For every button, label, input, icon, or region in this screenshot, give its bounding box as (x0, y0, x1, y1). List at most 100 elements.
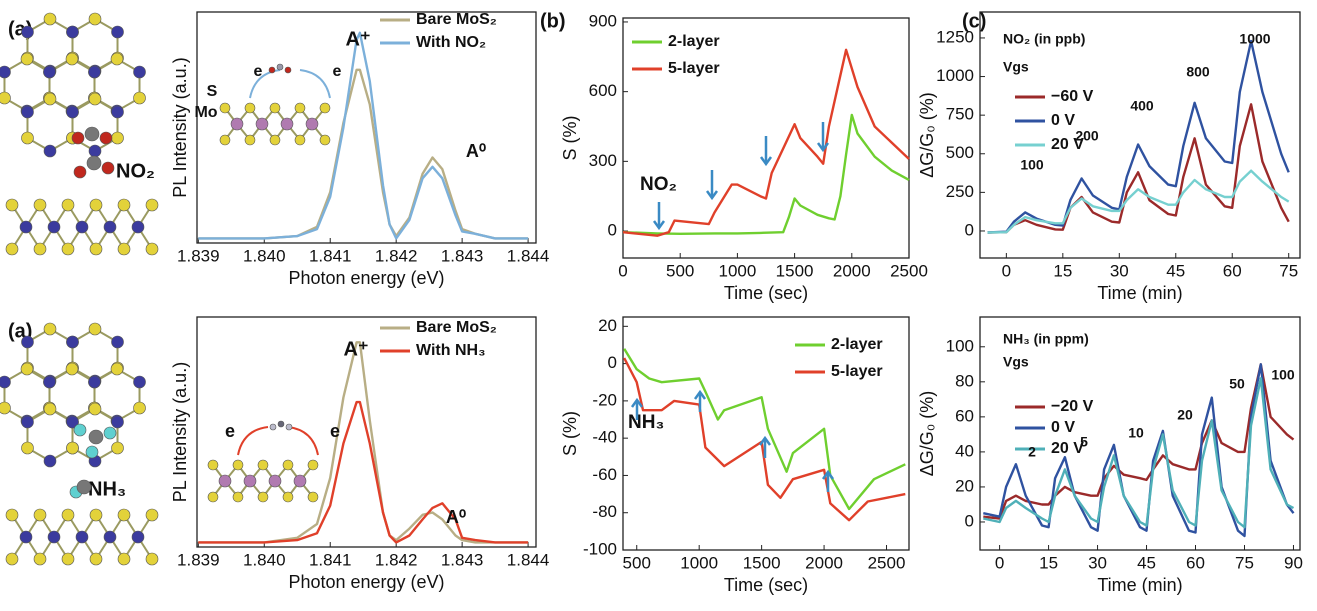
atom (47, 220, 61, 234)
x-axis-label: Time (sec) (724, 575, 808, 595)
atom (5, 552, 19, 566)
atom (111, 441, 124, 455)
y-axis-label: ΔG/G₀ (%) (917, 92, 937, 178)
atom (110, 52, 124, 66)
x-axis-label: Photon energy (eV) (288, 268, 444, 288)
y-axis-label: PL Intensity (a.u.) (170, 362, 190, 502)
x-tick-label: 90 (1284, 553, 1303, 572)
atom (0, 91, 11, 105)
legend-label: 0 V (1051, 112, 1075, 129)
atom (207, 491, 219, 503)
annotation: 100 (1020, 157, 1044, 173)
atom (117, 508, 131, 522)
atom (133, 65, 146, 79)
annotation: 200 (1075, 128, 1099, 144)
atom (244, 102, 256, 114)
atom (257, 491, 269, 503)
atom (307, 491, 319, 503)
annotation: NH₃ (in ppm) (1003, 331, 1089, 347)
atom (88, 375, 101, 389)
atom (219, 134, 231, 146)
atom (33, 552, 47, 566)
atom (294, 102, 306, 114)
atom (117, 552, 131, 566)
x-tick-label: 60 (1223, 261, 1242, 280)
atom (65, 362, 79, 376)
y-tick-label: -100 (583, 539, 617, 558)
y-tick-label: -60 (592, 465, 617, 484)
atom (269, 102, 281, 114)
annotation: S (207, 83, 218, 100)
x-tick-label: 15 (1039, 553, 1058, 572)
atom (133, 91, 146, 105)
atom (255, 117, 269, 131)
arrow-head (821, 469, 835, 480)
atom (61, 508, 75, 522)
y-axis-label: S (%) (560, 411, 580, 456)
atom (268, 474, 282, 488)
y-tick-label: 0 (608, 353, 617, 372)
atom (21, 415, 34, 429)
atom (20, 362, 34, 376)
atom (21, 105, 34, 119)
y-tick-label: 300 (589, 151, 617, 170)
y-tick-label: 1000 (936, 66, 974, 85)
x-tick-label: 0 (1002, 261, 1011, 280)
atom (88, 92, 102, 106)
atom (88, 144, 102, 158)
atom (75, 530, 89, 544)
x-tick-label: 0 (618, 261, 627, 280)
arrow (287, 426, 319, 456)
x-tick-label: 1000 (680, 553, 718, 572)
annotation: A⁺ (344, 338, 369, 360)
x-tick-label: 500 (623, 553, 651, 572)
atom (131, 530, 145, 544)
y-tick-label: 60 (955, 406, 974, 425)
atom (33, 508, 47, 522)
plot-frame (622, 17, 910, 259)
plot-frame (196, 316, 537, 548)
atom (282, 459, 294, 471)
x-tick-label: 15 (1053, 261, 1072, 280)
x-tick-label: 2000 (805, 553, 843, 572)
y-tick-label: 0 (965, 511, 974, 530)
atom (20, 52, 34, 66)
legend-label: 0 V (1051, 419, 1075, 436)
atom (66, 441, 79, 455)
annotation: A⁺ (346, 28, 371, 50)
y-tick-label: 80 (955, 371, 974, 390)
y-tick-label: 40 (955, 441, 974, 460)
y-tick-label: 900 (589, 11, 617, 30)
x-tick-label: 1000 (718, 261, 756, 280)
atom (101, 161, 115, 175)
atom (305, 117, 319, 131)
plot-frame (979, 316, 1301, 551)
x-tick-label: 30 (1088, 553, 1107, 572)
annotation: 400 (1130, 98, 1154, 114)
arrow (249, 69, 281, 99)
y-tick-label: 600 (589, 81, 617, 100)
atom (89, 552, 103, 566)
x-tick-label: 1.839 (177, 246, 220, 265)
atom (111, 131, 124, 145)
x-tick-label: 30 (1110, 261, 1129, 280)
atom (133, 375, 146, 389)
x-tick-label: 1.844 (507, 246, 550, 265)
arrow-head (759, 156, 773, 167)
series-line (198, 400, 529, 544)
atom (131, 220, 145, 234)
atom (285, 423, 293, 431)
y-tick-label: 250 (946, 182, 974, 201)
x-tick-label: 2500 (868, 553, 906, 572)
atom (21, 25, 34, 39)
atom (280, 117, 294, 131)
legend-label: 5-layer (668, 60, 720, 77)
series-line (983, 363, 1295, 538)
annotation: Mo (194, 104, 217, 121)
series-line (198, 31, 529, 240)
atom (43, 12, 57, 26)
series-line (987, 169, 1290, 234)
atom (21, 131, 34, 145)
y-tick-label: 0 (608, 221, 617, 240)
x-tick-label: 1.840 (243, 550, 286, 569)
